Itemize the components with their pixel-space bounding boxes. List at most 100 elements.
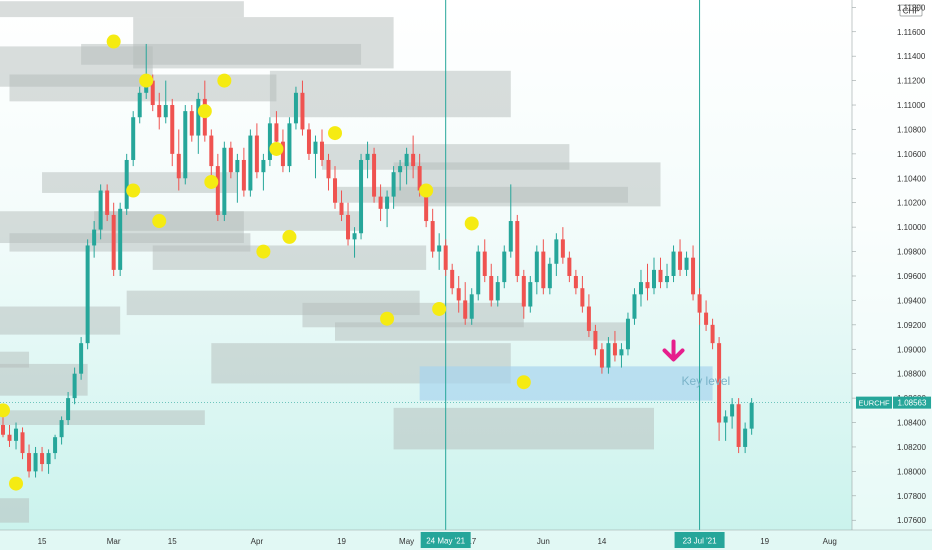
- candle-body[interactable]: [691, 257, 696, 295]
- candle-body[interactable]: [547, 263, 552, 289]
- candle-body[interactable]: [541, 251, 546, 289]
- candle-body[interactable]: [599, 349, 604, 368]
- candle-body[interactable]: [306, 129, 311, 154]
- candle-body[interactable]: [593, 330, 598, 350]
- candle-body[interactable]: [469, 294, 474, 319]
- candle-body[interactable]: [372, 153, 377, 197]
- candle-body[interactable]: [736, 404, 741, 447]
- candle-body[interactable]: [53, 437, 58, 454]
- candle-body[interactable]: [424, 190, 429, 222]
- candle-body[interactable]: [300, 92, 305, 130]
- candle-body[interactable]: [59, 420, 64, 438]
- candle-body[interactable]: [183, 111, 188, 179]
- candle-body[interactable]: [567, 257, 572, 276]
- candle-body[interactable]: [665, 275, 670, 283]
- candle-body[interactable]: [72, 373, 77, 399]
- candle-body[interactable]: [196, 98, 201, 136]
- candle-body[interactable]: [385, 196, 390, 209]
- candle-body[interactable]: [476, 251, 481, 295]
- candle-body[interactable]: [215, 166, 220, 215]
- candle-body[interactable]: [131, 117, 136, 160]
- candle-body[interactable]: [521, 275, 526, 307]
- candle-body[interactable]: [502, 251, 507, 283]
- candle-body[interactable]: [489, 275, 494, 301]
- candle-body[interactable]: [274, 123, 279, 142]
- candle-body[interactable]: [612, 343, 617, 356]
- candle-body[interactable]: [20, 432, 25, 454]
- candle-body[interactable]: [704, 312, 709, 325]
- candle-body[interactable]: [749, 402, 754, 429]
- candle-body[interactable]: [79, 343, 84, 374]
- candle-body[interactable]: [437, 245, 442, 252]
- candle-body[interactable]: [111, 214, 116, 270]
- candle-body[interactable]: [319, 141, 324, 160]
- candle-body[interactable]: [124, 159, 129, 209]
- candle-body[interactable]: [92, 229, 97, 246]
- candle-body[interactable]: [678, 251, 683, 270]
- candle-body[interactable]: [463, 300, 468, 319]
- candle-body[interactable]: [326, 159, 331, 179]
- candle-body[interactable]: [645, 282, 650, 289]
- candle-body[interactable]: [554, 239, 559, 264]
- candle-body[interactable]: [228, 147, 233, 173]
- candle-body[interactable]: [170, 105, 175, 154]
- candle-body[interactable]: [456, 288, 461, 301]
- candle-body[interactable]: [508, 221, 513, 252]
- candle-body[interactable]: [417, 166, 422, 191]
- candle-body[interactable]: [66, 398, 71, 421]
- candle-body[interactable]: [150, 80, 155, 106]
- candle-body[interactable]: [495, 282, 500, 301]
- candle-body[interactable]: [333, 178, 338, 203]
- candle-body[interactable]: [14, 428, 19, 441]
- candle-body[interactable]: [46, 453, 51, 465]
- price-axis[interactable]: [852, 0, 932, 530]
- candle-body[interactable]: [586, 306, 591, 331]
- candle-body[interactable]: [697, 294, 702, 313]
- candle-body[interactable]: [378, 196, 383, 209]
- candle-body[interactable]: [339, 202, 344, 215]
- candle-body[interactable]: [391, 172, 396, 197]
- candle-body[interactable]: [163, 105, 168, 118]
- candle-body[interactable]: [118, 208, 123, 270]
- candle-body[interactable]: [267, 123, 272, 160]
- candle-body[interactable]: [105, 190, 110, 215]
- candle-body[interactable]: [573, 275, 578, 289]
- candle-body[interactable]: [1, 424, 5, 435]
- candle-body[interactable]: [254, 135, 259, 173]
- candle-body[interactable]: [27, 453, 32, 472]
- candle-body[interactable]: [560, 239, 565, 258]
- candle-body[interactable]: [717, 343, 722, 423]
- candle-body[interactable]: [534, 251, 539, 283]
- candle-body[interactable]: [632, 294, 637, 319]
- candle-body[interactable]: [365, 153, 370, 160]
- candle-body[interactable]: [7, 434, 12, 441]
- candle-body[interactable]: [730, 404, 735, 417]
- candle-body[interactable]: [723, 416, 728, 423]
- candle-body[interactable]: [684, 257, 689, 270]
- candle-body[interactable]: [33, 453, 38, 472]
- candle-body[interactable]: [176, 153, 181, 179]
- currency-box[interactable]: [899, 4, 923, 17]
- candle-body[interactable]: [411, 153, 416, 167]
- candle-body[interactable]: [638, 282, 643, 295]
- candle-body[interactable]: [606, 343, 611, 368]
- candle-body[interactable]: [98, 190, 103, 230]
- candle-body[interactable]: [619, 349, 624, 356]
- candle-body[interactable]: [658, 269, 663, 283]
- candle-body[interactable]: [625, 318, 630, 350]
- candle-body[interactable]: [359, 159, 364, 234]
- candle-body[interactable]: [157, 105, 162, 118]
- candle-body[interactable]: [209, 135, 214, 167]
- candle-body[interactable]: [515, 221, 520, 276]
- candle-body[interactable]: [222, 147, 227, 215]
- candle-body[interactable]: [137, 92, 142, 118]
- candle-body[interactable]: [40, 453, 45, 465]
- candle-body[interactable]: [482, 251, 487, 276]
- candle-body[interactable]: [280, 141, 285, 167]
- candle-body[interactable]: [710, 324, 715, 344]
- candle-body[interactable]: [352, 233, 357, 240]
- candle-body[interactable]: [430, 221, 435, 252]
- candle-body[interactable]: [404, 153, 409, 167]
